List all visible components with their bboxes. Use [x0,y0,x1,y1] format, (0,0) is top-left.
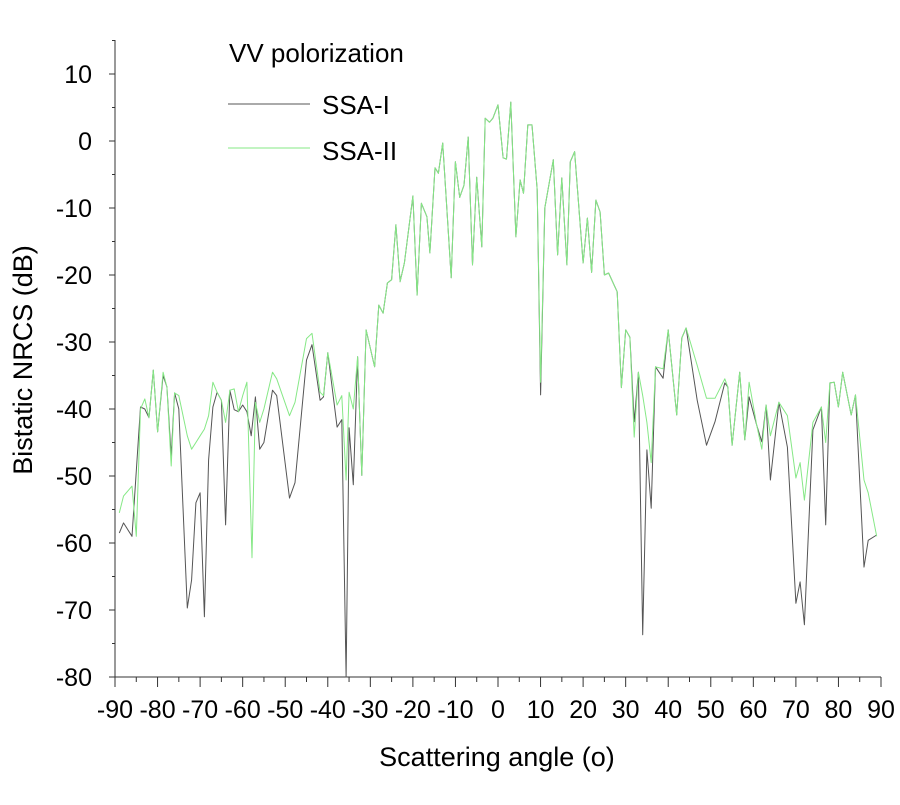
x-tick-label: -10 [437,696,473,724]
y-tick-label: -70 [56,597,92,625]
x-tick-label: 40 [654,696,682,724]
y-tick-label: 0 [78,128,92,156]
x-tick-label: -30 [352,696,388,724]
x-tick-label: 10 [527,696,555,724]
x-tick-label: -90 [97,696,133,724]
x-tick-label: 60 [739,696,767,724]
x-tick-label: -80 [139,696,175,724]
x-tick-label: 50 [697,696,725,724]
axes: 100-10-20-30-40-50-60-70-80-90 -80 -70 -60-… [56,40,895,724]
x-tick-label: -20 [395,696,431,724]
y-tick-label: -60 [56,530,92,558]
x-tick-label: -40 [310,696,346,724]
y-tick-label: -10 [56,195,92,223]
x-tick-label: 30 [612,696,640,724]
legend-title: VV polorization [229,38,404,68]
x-tick-label: 0 [491,696,505,724]
y-axis-label: Bistatic NRCS (dB) [8,245,38,475]
x-tick-label: 20 [569,696,597,724]
legend-label-ssa-ii: SSA-II [322,136,397,166]
series-line-ssa-ii [118,101,878,559]
x-tick-label: 90 [867,696,895,724]
x-tick-label: 80 [825,696,853,724]
y-tick-label: -20 [56,262,92,290]
x-tick-label: -50 [267,696,303,724]
x-tick-label: -70 [182,696,218,724]
legend-label-ssa-i: SSA-I [322,90,390,120]
x-tick-label: 70 [782,696,810,724]
y-tick-label: -40 [56,396,92,424]
y-tick-label: -80 [56,664,92,692]
y-tick-label: -30 [56,329,92,357]
y-tick-label: -50 [56,463,92,491]
y-tick-label: 10 [64,61,92,89]
x-axis-label: Scattering angle (o) [379,742,615,772]
legend: SSA-I SSA-II [228,90,397,166]
x-tick-label: -60 [225,696,261,724]
plot-area [118,101,878,678]
